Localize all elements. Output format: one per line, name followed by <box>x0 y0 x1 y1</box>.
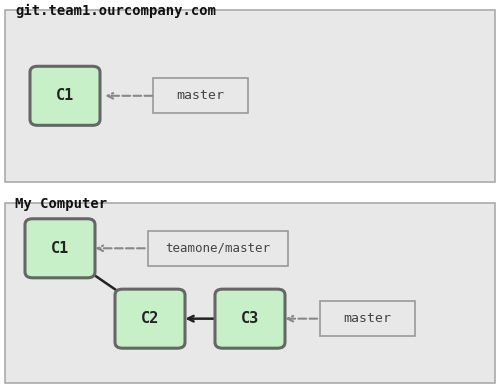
FancyBboxPatch shape <box>30 66 100 125</box>
Text: git.team1.ourcompany.com: git.team1.ourcompany.com <box>15 4 216 18</box>
FancyBboxPatch shape <box>5 10 495 182</box>
Text: teamone/master: teamone/master <box>165 242 270 255</box>
Text: C1: C1 <box>56 88 74 103</box>
Text: C1: C1 <box>51 241 69 256</box>
FancyBboxPatch shape <box>115 289 185 348</box>
Text: C2: C2 <box>141 311 159 326</box>
Text: master: master <box>176 89 224 102</box>
Text: C3: C3 <box>241 311 259 326</box>
Text: My Computer: My Computer <box>15 197 107 212</box>
FancyBboxPatch shape <box>215 289 285 348</box>
FancyBboxPatch shape <box>5 203 495 383</box>
FancyBboxPatch shape <box>25 219 95 278</box>
Text: master: master <box>344 312 392 325</box>
FancyBboxPatch shape <box>320 301 415 336</box>
FancyBboxPatch shape <box>148 231 288 266</box>
FancyBboxPatch shape <box>152 78 248 113</box>
